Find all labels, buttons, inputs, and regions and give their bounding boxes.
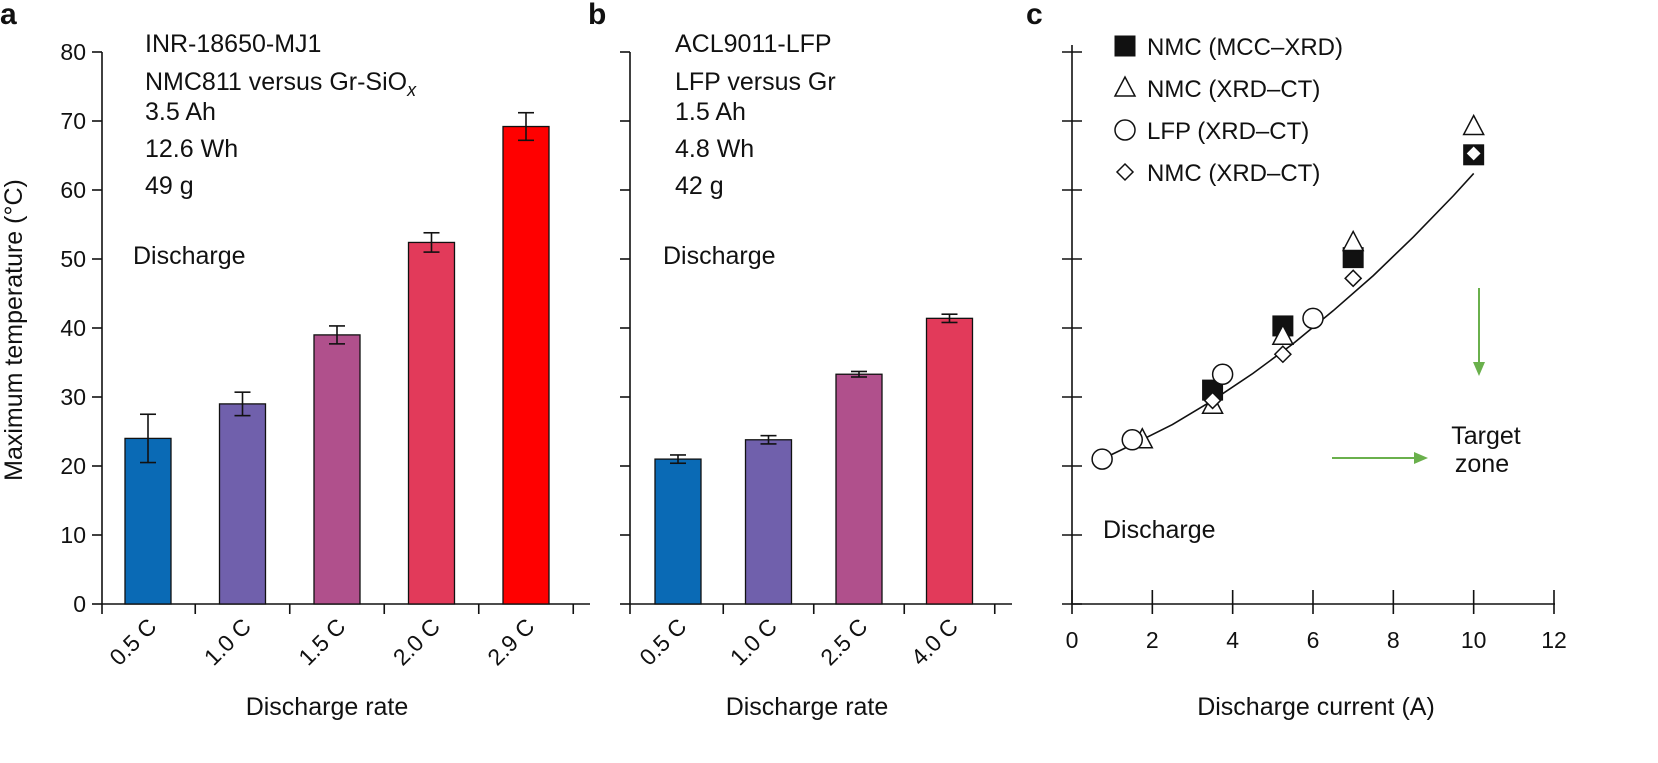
panel-b-y-ticks xyxy=(620,51,630,605)
legend-label: LFP (XRD–CT) xyxy=(1147,118,1309,145)
panel-a-x-tick-labels: 0.5 C 1.0 C 1.5 C 2.0 C 2.9 C xyxy=(104,613,539,670)
panel-b-x-tick-labels: 0.5 C 1.0 C 2.5 C 4.0 C xyxy=(634,613,963,670)
panel-a-y-ticks: 0 10 20 30 40 50 60 70 80 xyxy=(60,39,102,617)
x-tick-label: 2.9 C xyxy=(482,613,539,670)
right-arrowhead-icon xyxy=(1414,452,1428,464)
panel-c-letter: c xyxy=(1026,0,1043,31)
panel-c-points xyxy=(1091,113,1485,470)
legend-marker-triangle-open xyxy=(1113,75,1137,97)
legend-marker-diamond-open xyxy=(1115,162,1135,182)
panel-b-letter: b xyxy=(588,0,606,31)
y-tick-label: 50 xyxy=(60,246,86,272)
panel-c-legend: NMC (MCC–XRD) NMC (XRD–CT) LFP (XRD–CT) NMC… xyxy=(1113,34,1343,187)
y-tick-label: 30 xyxy=(60,384,86,410)
panel-a-info-line-2: NMC811 versus Gr-SiOx xyxy=(145,68,417,100)
y-tick-label: 70 xyxy=(60,108,86,134)
panel-a-xlabel: Discharge rate xyxy=(246,693,409,721)
panel-c-x-ticks: 0 2 4 6 8 10 12 xyxy=(1066,590,1567,653)
x-tick-label: 0 xyxy=(1066,627,1079,653)
x-tick-label: 2.0 C xyxy=(388,613,445,670)
panel-a-bars xyxy=(101,111,575,614)
legend-marker-square-filled xyxy=(1114,35,1136,57)
panel-a-info-line-3: 3.5 Ah xyxy=(145,98,216,126)
x-tick-label: 12 xyxy=(1541,627,1567,653)
panel-b-info-line-3: 1.5 Ah xyxy=(675,98,746,126)
x-tick-label: 2.5 C xyxy=(815,613,872,670)
panel-b-info-line-1: ACL9011-LFP xyxy=(675,30,832,58)
data-point-circle-open xyxy=(1121,429,1143,451)
y-tick-label: 80 xyxy=(60,39,86,65)
data-point-diamond-open xyxy=(1203,391,1222,410)
x-tick-label: 0.5 C xyxy=(104,613,161,670)
panel-a-info-line-5: 49 g xyxy=(145,172,194,200)
data-point-diamond-open xyxy=(1273,345,1292,364)
panel-a-info-line-1: INR-18650-MJ1 xyxy=(145,30,321,58)
panel-a-ylabel: Maximum temperature (°C) xyxy=(0,179,28,481)
data-point-triangle-open xyxy=(1271,323,1295,346)
x-tick-label: 4 xyxy=(1226,627,1239,653)
panel-b-info-line-4: 4.8 Wh xyxy=(675,135,754,163)
panel-a: a Maximum temperature (°C) 0 10 20 30 40 50 60… xyxy=(0,0,590,721)
y-tick-label: 60 xyxy=(60,177,86,203)
panel-a-annotation: Discharge xyxy=(133,242,246,270)
y-tick-label: 10 xyxy=(60,522,86,548)
bar xyxy=(124,437,172,605)
legend-label: NMC (XRD–CT) xyxy=(1147,76,1320,103)
y-tick-label: 0 xyxy=(73,591,86,617)
panel-b-bars xyxy=(629,313,996,614)
panel-b-info-line-5: 42 g xyxy=(675,172,724,200)
data-point-diamond-open xyxy=(1344,269,1363,288)
bar xyxy=(502,125,550,605)
panel-b-annotation: Discharge xyxy=(663,242,776,270)
data-point-triangle-open xyxy=(1462,113,1485,136)
panel-b-info-line-2: LFP versus Gr xyxy=(675,68,836,96)
x-tick-label: 6 xyxy=(1307,627,1320,653)
panel-b: b 0.5 C 1.0 C 2.5 C 4.0 C ACL9011-LFP LFP v… xyxy=(588,0,1012,721)
panel-c-xlabel: Discharge current (A) xyxy=(1197,693,1435,721)
data-point-circle-open xyxy=(1302,307,1324,330)
data-point-circle-open xyxy=(1091,448,1113,470)
legend-marker-circle-open xyxy=(1114,119,1136,141)
y-tick-label: 40 xyxy=(60,315,86,341)
panel-c-annotation: Discharge xyxy=(1103,516,1216,544)
x-tick-label: 1.0 C xyxy=(199,613,256,670)
x-tick-label: 1.0 C xyxy=(725,613,782,670)
target-zone-label-1: Target xyxy=(1451,422,1521,450)
panel-b-xlabel: Discharge rate xyxy=(726,693,889,721)
data-point-triangle-open xyxy=(1341,229,1365,252)
x-tick-label: 10 xyxy=(1461,627,1487,653)
bar xyxy=(407,241,456,605)
panel-c: c 0 2 4 6 8 10 12 NMC (MCC–XRD) NMC (XRD–CT) LFP… xyxy=(1026,0,1567,721)
y-tick-label: 20 xyxy=(60,453,86,479)
panel-a-letter: a xyxy=(0,0,17,31)
bar xyxy=(744,439,793,605)
x-tick-label: 0.5 C xyxy=(634,613,691,670)
x-tick-label: 4.0 C xyxy=(906,613,963,670)
bar xyxy=(835,373,883,605)
legend-label: NMC (XRD–CT) xyxy=(1147,160,1320,187)
bar xyxy=(925,317,974,605)
legend-label: NMC (MCC–XRD) xyxy=(1147,34,1343,61)
bar xyxy=(313,334,361,605)
x-tick-label: 2 xyxy=(1146,627,1159,653)
data-point-diamond-open xyxy=(1464,144,1483,163)
bar xyxy=(654,458,702,605)
panel-a-info-line-4: 12.6 Wh xyxy=(145,135,238,163)
down-arrowhead-icon xyxy=(1473,362,1485,376)
data-point-circle-open xyxy=(1211,363,1234,385)
bar xyxy=(218,403,267,605)
target-zone-label-2: zone xyxy=(1455,450,1509,478)
x-tick-label: 1.5 C xyxy=(293,613,350,670)
x-tick-label: 8 xyxy=(1387,627,1400,653)
